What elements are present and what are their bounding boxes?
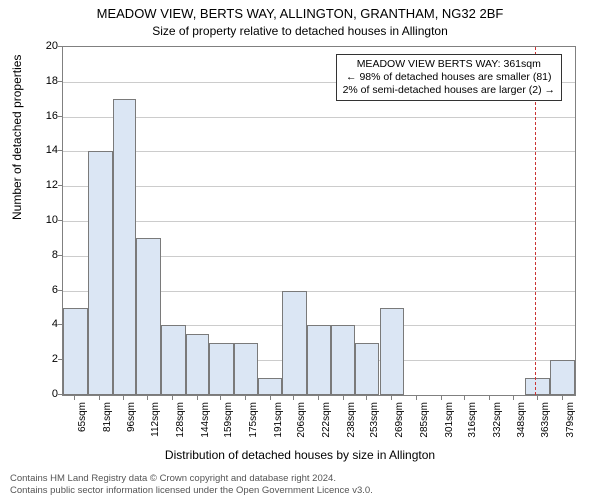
x-tick-label: 112sqm xyxy=(150,402,161,452)
histogram-bar xyxy=(113,99,136,395)
histogram-bar xyxy=(525,378,550,395)
x-tick-mark xyxy=(537,396,538,400)
x-tick-mark xyxy=(318,396,319,400)
annotation-line: MEADOW VIEW BERTS WAY: 361sqm xyxy=(343,58,555,71)
y-tick-mark xyxy=(58,185,62,186)
x-tick-label: 238sqm xyxy=(346,402,357,452)
y-tick-label: 10 xyxy=(28,214,58,226)
x-tick-label: 222sqm xyxy=(321,402,332,452)
histogram-bar xyxy=(550,360,575,395)
x-tick-label: 316sqm xyxy=(467,402,478,452)
histogram-bar xyxy=(307,325,332,395)
histogram-bar xyxy=(136,238,161,395)
histogram-bar xyxy=(186,334,209,395)
grid-line xyxy=(63,151,575,152)
grid-line xyxy=(63,186,575,187)
x-tick-label: 81sqm xyxy=(102,402,113,452)
x-tick-mark xyxy=(123,396,124,400)
y-tick-mark xyxy=(58,394,62,395)
x-tick-label: 285sqm xyxy=(419,402,430,452)
y-tick-mark xyxy=(58,81,62,82)
histogram-bar xyxy=(63,308,88,395)
x-tick-mark xyxy=(172,396,173,400)
histogram-bar xyxy=(380,308,405,395)
y-tick-mark xyxy=(58,116,62,117)
x-tick-label: 175sqm xyxy=(248,402,259,452)
y-tick-label: 16 xyxy=(28,110,58,122)
x-tick-label: 144sqm xyxy=(200,402,211,452)
y-tick-label: 20 xyxy=(28,40,58,52)
histogram-bar xyxy=(282,291,307,395)
x-tick-mark xyxy=(391,396,392,400)
histogram-bar xyxy=(161,325,186,395)
x-tick-mark xyxy=(416,396,417,400)
y-tick-label: 8 xyxy=(28,249,58,261)
y-tick-mark xyxy=(58,324,62,325)
y-tick-label: 4 xyxy=(28,318,58,330)
x-tick-mark xyxy=(293,396,294,400)
x-tick-label: 363sqm xyxy=(540,402,551,452)
y-tick-label: 14 xyxy=(28,144,58,156)
footer-line-1: Contains HM Land Registry data © Crown c… xyxy=(10,473,373,484)
x-tick-mark xyxy=(489,396,490,400)
y-tick-mark xyxy=(58,255,62,256)
histogram-bar xyxy=(88,151,113,395)
histogram-bar xyxy=(258,378,281,395)
annotation-box: MEADOW VIEW BERTS WAY: 361sqm← 98% of de… xyxy=(336,54,562,101)
y-axis-label: Number of detached properties xyxy=(10,55,24,220)
footer-line-2: Contains public sector information licen… xyxy=(10,485,373,496)
y-tick-mark xyxy=(58,290,62,291)
footer-attribution: Contains HM Land Registry data © Crown c… xyxy=(10,473,373,496)
chart-subtitle: Size of property relative to detached ho… xyxy=(0,24,600,38)
x-tick-label: 253sqm xyxy=(369,402,380,452)
x-tick-label: 96sqm xyxy=(126,402,137,452)
x-tick-mark xyxy=(464,396,465,400)
annotation-line: ← 98% of detached houses are smaller (81… xyxy=(343,71,555,84)
x-tick-label: 301sqm xyxy=(444,402,455,452)
y-tick-mark xyxy=(58,220,62,221)
y-tick-label: 2 xyxy=(28,353,58,365)
x-tick-mark xyxy=(366,396,367,400)
histogram-bar xyxy=(209,343,234,395)
x-tick-label: 332sqm xyxy=(492,402,503,452)
x-tick-label: 191sqm xyxy=(273,402,284,452)
y-tick-mark xyxy=(58,150,62,151)
histogram-chart: MEADOW VIEW, BERTS WAY, ALLINGTON, GRANT… xyxy=(0,0,600,500)
y-tick-mark xyxy=(58,359,62,360)
x-tick-mark xyxy=(147,396,148,400)
x-tick-label: 348sqm xyxy=(516,402,527,452)
y-tick-label: 12 xyxy=(28,179,58,191)
x-tick-mark xyxy=(270,396,271,400)
y-tick-label: 18 xyxy=(28,75,58,87)
annotation-line: 2% of semi-detached houses are larger (2… xyxy=(343,84,555,97)
x-tick-label: 379sqm xyxy=(565,402,576,452)
histogram-bar xyxy=(355,343,380,395)
x-tick-mark xyxy=(197,396,198,400)
y-tick-label: 6 xyxy=(28,284,58,296)
x-tick-label: 65sqm xyxy=(77,402,88,452)
x-tick-label: 159sqm xyxy=(223,402,234,452)
x-tick-label: 206sqm xyxy=(296,402,307,452)
y-tick-label: 0 xyxy=(28,388,58,400)
x-tick-mark xyxy=(343,396,344,400)
grid-line xyxy=(63,221,575,222)
x-tick-mark xyxy=(74,396,75,400)
x-tick-mark xyxy=(562,396,563,400)
x-tick-label: 128sqm xyxy=(175,402,186,452)
x-tick-mark xyxy=(220,396,221,400)
x-tick-mark xyxy=(245,396,246,400)
x-tick-mark xyxy=(99,396,100,400)
histogram-bar xyxy=(331,325,354,395)
grid-line xyxy=(63,117,575,118)
histogram-bar xyxy=(234,343,259,395)
y-tick-mark xyxy=(58,46,62,47)
x-tick-mark xyxy=(513,396,514,400)
x-tick-label: 269sqm xyxy=(394,402,405,452)
x-tick-mark xyxy=(441,396,442,400)
chart-title: MEADOW VIEW, BERTS WAY, ALLINGTON, GRANT… xyxy=(0,6,600,21)
